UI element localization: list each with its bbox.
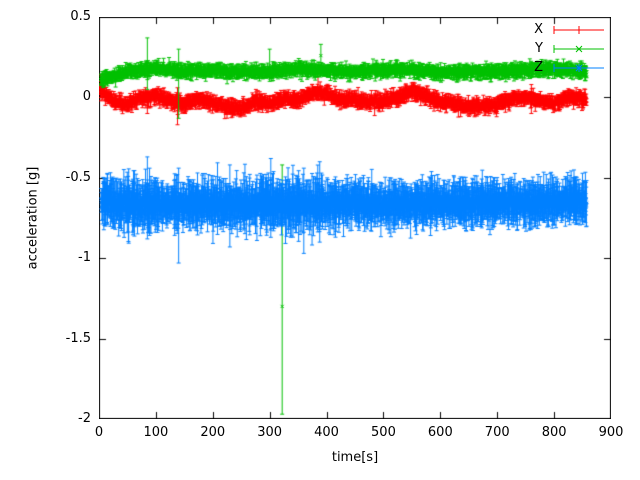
- legend-label-y: Y: [535, 41, 543, 56]
- x-axis-label: time[s]: [331, 450, 379, 465]
- legend-sample-y-icon: [552, 43, 604, 55]
- x-tick-label: 0: [94, 425, 104, 440]
- x-tick-label: 900: [598, 425, 624, 440]
- plot-canvas: [99, 17, 611, 419]
- x-tick-label: 100: [143, 425, 169, 440]
- legend-label-z: Z: [534, 60, 543, 75]
- x-tick-label: 600: [427, 425, 453, 440]
- x-tick-label: 400: [314, 425, 339, 440]
- y-tick-label: -2: [78, 411, 91, 426]
- x-tick-label: 300: [257, 425, 283, 440]
- legend-label-x: X: [534, 22, 543, 37]
- legend: X Y Z: [534, 20, 604, 77]
- legend-sample-z-icon: [552, 62, 604, 74]
- y-axis-label: acceleration [g]: [25, 166, 41, 270]
- x-tick-label: 200: [200, 425, 226, 440]
- legend-entry-y: Y: [534, 39, 604, 58]
- x-tick-label: 800: [541, 425, 567, 440]
- legend-entry-x: X: [534, 20, 604, 39]
- x-tick-label: 700: [484, 425, 510, 440]
- legend-entry-z: Z: [534, 58, 604, 77]
- y-tick-label: 0: [82, 89, 91, 105]
- y-tick-label: -1: [78, 250, 91, 266]
- x-tick-label: 500: [371, 425, 396, 440]
- y-tick-label: 0.5: [70, 9, 91, 24]
- y-tick-label: -1.5: [65, 330, 91, 346]
- legend-sample-x-icon: [552, 24, 604, 36]
- y-tick-label: -0.5: [65, 169, 91, 185]
